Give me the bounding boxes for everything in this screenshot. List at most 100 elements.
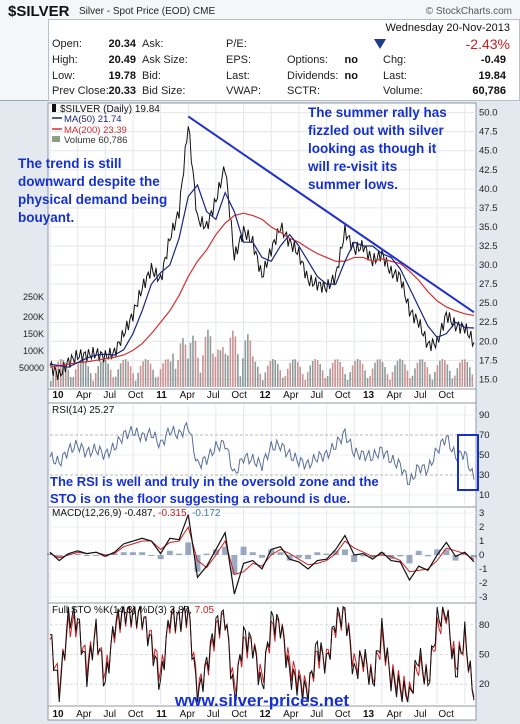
left-annotation: The trend is still downward despite the …	[18, 156, 167, 225]
quote-label: VWAP:	[226, 85, 262, 97]
volume-tick-label: 100K	[23, 346, 44, 356]
volume-bar	[89, 373, 92, 387]
volume-bar	[379, 359, 381, 387]
macd-histogram-bar	[139, 552, 146, 555]
macd-histogram-bar	[305, 555, 312, 560]
volume-bar	[192, 335, 194, 387]
volume-bar	[94, 372, 97, 387]
x-tick-label: Apr	[180, 709, 196, 720]
annotation-line: The summer rally has	[308, 105, 447, 120]
ma200-line	[49, 212, 475, 368]
rsi-tick-label: 30	[479, 470, 490, 481]
quote-label: Bid:	[142, 70, 161, 82]
rsi-tick-label: 70	[479, 430, 490, 441]
volume-bar	[119, 363, 122, 387]
macd-histogram-bar	[56, 555, 63, 558]
volume-bar	[182, 338, 184, 387]
macd-histogram-bar	[194, 555, 201, 572]
volume-bar	[129, 366, 132, 387]
volume-bar	[396, 360, 399, 387]
x-tick-label: 13	[363, 709, 375, 720]
x-tick-label: Jul	[103, 390, 116, 401]
x-tick-label: Oct	[335, 390, 351, 401]
macd-legend-main: MACD(12,26,9) -0.487,	[52, 508, 158, 519]
volume-bar	[419, 359, 421, 387]
volume-tick-label: 200K	[23, 312, 44, 322]
x-tick-label: Apr	[387, 709, 403, 720]
volume-bar	[411, 375, 414, 387]
macd-legend-hist: -0.172	[192, 508, 221, 519]
x-tick-label: 10	[52, 390, 64, 401]
macd-histogram-bar	[176, 553, 183, 555]
macd-histogram-bar	[341, 549, 348, 555]
volume-bar	[252, 356, 254, 387]
volume-bar	[364, 370, 366, 387]
volume-bar	[217, 349, 219, 387]
quote-date: Wednesday 20-Nov-2013	[385, 22, 510, 34]
volume-bar	[247, 334, 249, 387]
volume-bar	[69, 377, 72, 387]
volume-bar	[426, 367, 429, 387]
macd-histogram-bar	[406, 555, 413, 564]
volume-bar	[264, 372, 267, 387]
y-tick-label: 47.5	[479, 127, 498, 138]
volume-bar	[107, 363, 109, 387]
x-tick-label: 13	[363, 390, 375, 401]
macd-histogram-bar	[295, 555, 302, 558]
quote-label: Volume:	[383, 85, 423, 97]
volume-bar	[232, 330, 234, 387]
y-tick-label: 32.5	[479, 241, 498, 252]
volume-bar	[326, 375, 329, 387]
macd-histogram-bar	[166, 550, 173, 555]
volume-bar	[361, 364, 364, 387]
volume-bar	[281, 377, 284, 387]
x-tick-label: Jul	[414, 390, 427, 401]
volume-bar	[224, 353, 227, 387]
macd-tick-label: -2	[479, 578, 487, 589]
macd-histogram-bar	[378, 552, 385, 555]
sto-tick-label: 50	[479, 650, 490, 661]
macd-tick-label: -3	[479, 592, 487, 603]
quote-value: 20.34	[108, 38, 136, 50]
price-line	[49, 126, 475, 381]
macd-histogram-bar	[129, 552, 136, 555]
macd-histogram-bar	[434, 549, 441, 555]
volume-bar	[122, 359, 124, 387]
rsi-annotation: The RSI is well and truly in the oversol…	[50, 474, 379, 506]
volume-bar	[204, 336, 207, 387]
x-tick-label: Jul	[310, 390, 323, 401]
volume-bar	[311, 360, 314, 387]
annotation-line: The RSI is well and truly in the oversol…	[50, 474, 379, 489]
y-tick-label: 15.0	[479, 374, 498, 385]
volume-bar	[371, 368, 374, 387]
volume-bar	[102, 359, 104, 387]
volume-bar	[179, 343, 182, 387]
volume-bar	[329, 368, 331, 387]
y-tick-label: 25.0	[479, 298, 498, 309]
volume-bar	[77, 363, 80, 387]
macd-histogram-bar	[240, 546, 247, 555]
volume-bar	[314, 359, 316, 387]
volume-tick-label: 250K	[23, 292, 44, 302]
macd-tick-label: -1	[479, 564, 487, 575]
volume-bar	[336, 359, 339, 387]
volume-bar	[72, 376, 75, 387]
volume-bar	[384, 367, 386, 387]
volume-bar	[64, 363, 67, 387]
volume-bar	[50, 381, 52, 387]
volume-bar	[74, 369, 77, 387]
volume-bar	[142, 361, 144, 387]
macd-legend-label: MACD(12,26,9) -0.487, -0.315, -0.172	[52, 508, 221, 519]
right-annotation: The summer rally has fizzled out with si…	[307, 105, 447, 192]
annotation-line: bouyant.	[18, 210, 74, 225]
volume-bar	[351, 365, 354, 387]
volume-bar	[444, 360, 446, 387]
volume-bar	[197, 357, 199, 387]
sto-legend-main: Full STO %K(14,3) %D(3) 3.87,	[52, 605, 195, 616]
macd-histogram-bar	[471, 555, 477, 558]
volume-bar	[254, 361, 257, 387]
volume-bar	[414, 368, 416, 387]
volume-bar	[144, 359, 147, 387]
volume-bar	[59, 359, 62, 387]
